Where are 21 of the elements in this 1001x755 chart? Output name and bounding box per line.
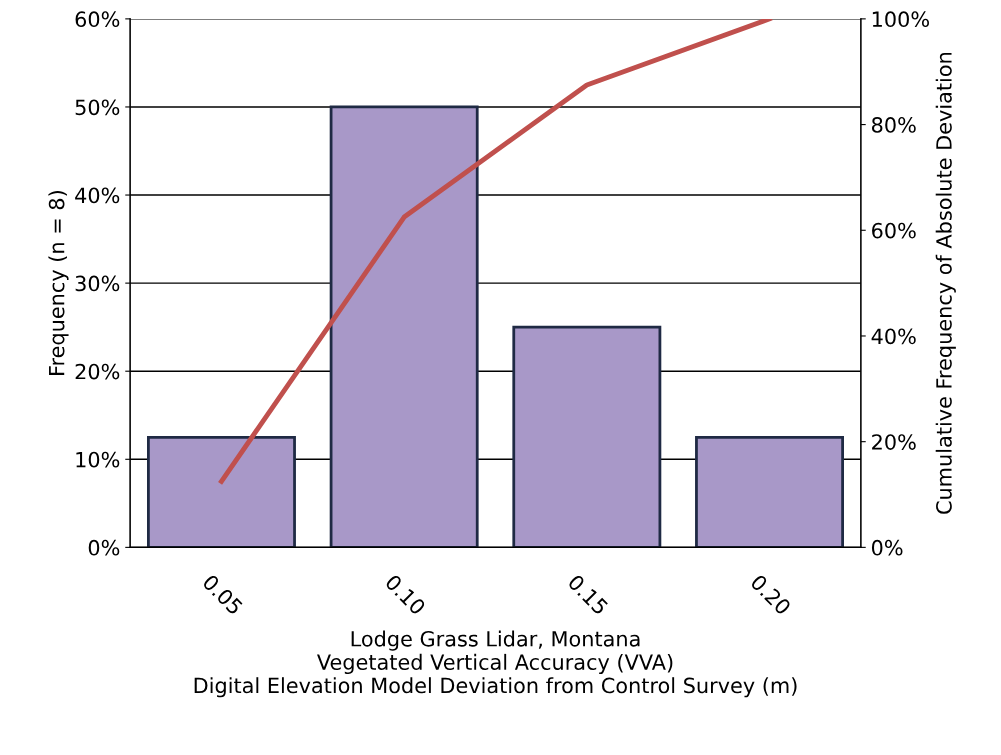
y2-tick-label: 80% [872, 117, 916, 133]
y-tick-label: 60% [75, 11, 120, 28]
y-tick-label: 20% [75, 363, 120, 380]
bar [329, 105, 479, 548]
y2-axis-title: Cumulative Frequency of Absolute Deviation [935, 52, 956, 514]
x-axis-title: Lodge Grass Lidar, Montana Vegetated Vertical Accuracy (VVA) Digital Elevation Model Deviation from Control Survey (m) [194, 630, 797, 698]
bar [147, 435, 296, 548]
y-tick-label: 50% [75, 99, 120, 116]
y2-tick-label: 0% [871, 539, 903, 556]
y2-tick-label: 40% [871, 328, 916, 345]
bar [695, 435, 844, 548]
y-tick-label: 40% [75, 187, 120, 204]
y2-tick-label: 20% [872, 434, 916, 450]
y-tick-label: 30% [75, 275, 120, 292]
y-axis-title: Frequency (n = 8) [48, 191, 69, 375]
y-tick-label: 10% [76, 451, 120, 468]
y2-tick-label: 100% [872, 11, 929, 28]
line-series [219, 18, 772, 484]
y2-tick-label: 60% [872, 222, 916, 239]
bar [512, 325, 662, 548]
y-tick-label: 0% [88, 539, 120, 556]
